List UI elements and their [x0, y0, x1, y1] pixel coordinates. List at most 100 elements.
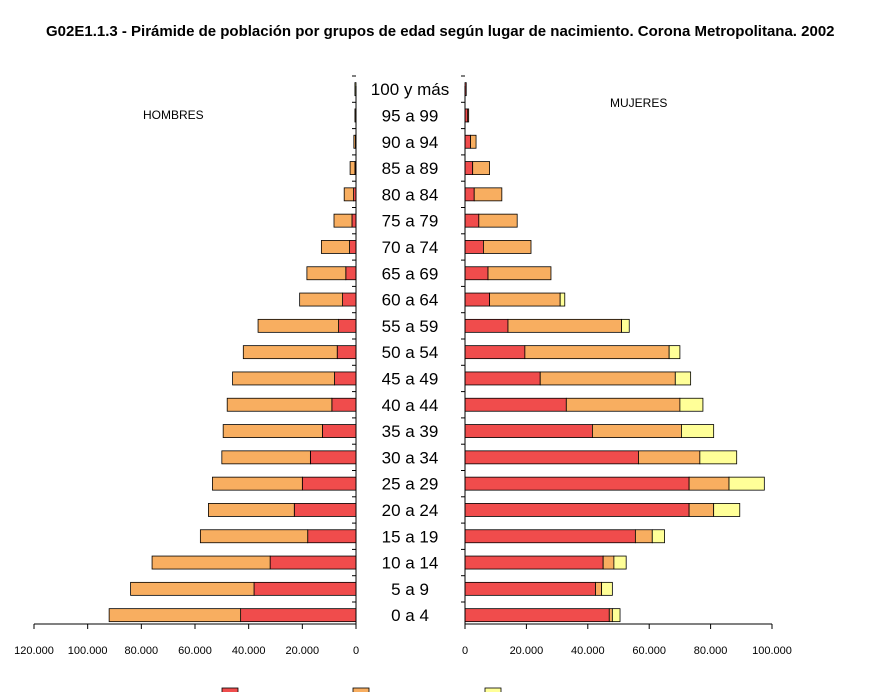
mujeres-bar-segment	[608, 608, 613, 623]
hombres-bar-segment	[331, 397, 357, 412]
hombres-bar-segment	[301, 476, 357, 491]
hombres-bar-segment	[208, 503, 295, 517]
age-group-label: 25 a 29	[382, 475, 439, 494]
mujeres-bars	[464, 82, 765, 623]
age-group-label: 30 a 34	[382, 448, 439, 467]
mujeres-bar-segment	[464, 397, 567, 412]
legend-swatch	[484, 687, 502, 692]
age-group-label: 65 a 69	[382, 264, 439, 283]
left-x-tick-label: 120.000	[14, 645, 54, 657]
mujeres-bar-segment	[473, 187, 503, 202]
right-x-tick-label: 60.000	[632, 645, 666, 657]
hombres-bar-segment	[226, 397, 333, 412]
mujeres-bar-segment	[464, 292, 490, 307]
hombres-bar-segment	[222, 424, 323, 438]
mujeres-bar-segment	[565, 397, 681, 412]
mujeres-bar-segment	[595, 581, 603, 596]
mujeres-bar-segment	[559, 292, 566, 307]
mujeres-bar-segment	[464, 213, 480, 228]
mujeres-bar-segment	[464, 371, 541, 386]
mujeres-bar-segment	[487, 266, 552, 281]
hombres-bar-segment	[320, 240, 350, 254]
left-x-tick-label: 0	[353, 645, 359, 657]
mujeres-bar-segment	[470, 134, 477, 149]
mujeres-bar-segment	[464, 424, 593, 438]
age-group-label: 35 a 39	[382, 422, 439, 441]
mujeres-bar-segment	[489, 292, 561, 307]
age-group-label: 75 a 79	[382, 212, 439, 231]
age-group-label: 45 a 49	[382, 369, 439, 388]
mujeres-bar-segment	[464, 581, 596, 596]
legend	[221, 687, 502, 692]
mujeres-bar-segment	[679, 397, 704, 412]
mujeres-bar-segment	[464, 187, 475, 202]
hombres-bar-segment	[151, 555, 271, 570]
hombres-bar-segment	[334, 371, 357, 386]
age-group-label: 60 a 64	[382, 291, 439, 310]
hombres-bar-segment	[232, 371, 335, 386]
hombres-bar-segment	[199, 529, 309, 544]
mujeres-bar-segment	[464, 450, 639, 465]
mujeres-bar-segment	[602, 555, 615, 570]
mujeres-bar-segment	[699, 450, 738, 465]
mujeres-bar-segment	[464, 503, 690, 517]
hombres-bar-segment	[130, 581, 255, 596]
age-group-label: 5 a 9	[391, 580, 429, 599]
right-x-tick-label: 20.000	[510, 645, 544, 657]
mujeres-bar-segment	[464, 266, 489, 281]
mujeres-bar-segment	[464, 608, 610, 623]
hombres-bar-segment	[240, 608, 357, 623]
age-group-label: 70 a 74	[382, 238, 439, 257]
mujeres-bar-segment	[611, 608, 621, 623]
mujeres-bar-segment	[464, 555, 604, 570]
age-group-label: 80 a 84	[382, 185, 439, 204]
hombres-bar-segment	[306, 266, 347, 281]
mujeres-bar-segment	[464, 161, 474, 175]
left-x-tick-label: 100.000	[68, 645, 108, 657]
age-group-label: 90 a 94	[382, 133, 439, 152]
hombres-bar-segment	[351, 213, 357, 228]
left-x-tick-label: 20.000	[286, 645, 320, 657]
age-group-label: 40 a 44	[382, 396, 439, 415]
hombres-bar-segment	[242, 345, 338, 360]
mujeres-bar-segment	[668, 345, 681, 360]
chart-title: G02E1.1.3 - Pirámide de población por gr…	[46, 23, 835, 40]
right-x-tick-label: 40.000	[571, 645, 605, 657]
hombres-bar-segment	[353, 134, 356, 149]
hombres-bar-segment	[349, 161, 356, 175]
hombres-bar-segment	[253, 581, 357, 596]
mujeres-bar-segment	[713, 503, 741, 517]
hombres-bar-segment	[257, 318, 339, 333]
age-group-label: 15 a 19	[382, 527, 439, 546]
axes: 120.000 100.000 80.000 60.000 40.000 20.000 0 0…	[14, 75, 792, 657]
hombres-bar-segment	[345, 266, 357, 281]
mujeres-bar-segment	[634, 529, 653, 544]
hombres-bar-segment	[293, 503, 357, 517]
age-group-label: 50 a 54	[382, 343, 439, 362]
mujeres-bar-segment	[524, 345, 670, 360]
mujeres-bar-segment	[638, 450, 701, 465]
mujeres-bar-segment	[507, 318, 622, 333]
mujeres-bar-segment	[681, 424, 715, 438]
age-group-label: 10 a 14	[382, 554, 439, 573]
hombres-bar-segment	[342, 292, 357, 307]
age-group-label: 0 a 4	[391, 606, 429, 625]
mujeres-bar-segment	[464, 345, 526, 360]
hombres-bar-segment	[212, 476, 303, 491]
hombres-bar-segment	[269, 555, 357, 570]
mujeres-bar-segment	[674, 371, 692, 386]
hombres-bar-segment	[309, 450, 357, 465]
hombres-bar-segment	[343, 187, 354, 202]
mujeres-bar-segment	[464, 240, 484, 254]
mujeres-bar-segment	[688, 503, 715, 517]
age-group-label: 85 a 89	[382, 159, 439, 178]
mujeres-bar-segment	[621, 318, 630, 333]
left-x-tick-label: 80.000	[125, 645, 159, 657]
hombres-bar-segment	[338, 318, 357, 333]
hombres-label: HOMBRES	[143, 108, 204, 122]
age-labels: 100 y más 95 a 99 90 a 94 85 a 89 80 a 84 75 …	[371, 80, 449, 625]
left-x-tick-label: 40.000	[232, 645, 266, 657]
hombres-bar-segment	[221, 450, 311, 465]
mujeres-bar-segment	[592, 424, 682, 438]
